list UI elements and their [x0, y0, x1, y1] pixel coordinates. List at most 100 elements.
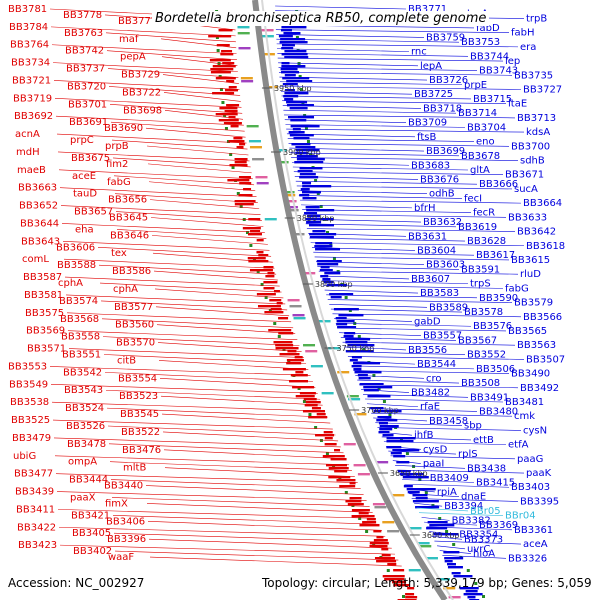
reverse-gene-label[interactable]: BB3543 [64, 385, 103, 396]
forward-gene-label[interactable]: prpE [464, 80, 487, 91]
reverse-gene-label[interactable]: fim2 [106, 159, 128, 170]
reverse-gene-label[interactable]: BB3643 [21, 236, 60, 247]
reverse-gene-label[interactable]: ubiG [13, 451, 36, 462]
forward-gene-label[interactable]: BB3395 [520, 496, 559, 507]
forward-gene-label[interactable]: BB3409 [430, 473, 469, 484]
forward-gene-label[interactable]: fecI [464, 193, 482, 204]
reverse-gene-label[interactable]: BB3606 [56, 242, 95, 253]
forward-gene-label[interactable]: era [520, 42, 536, 53]
forward-gene-label[interactable]: BBr05 [470, 506, 501, 517]
reverse-gene-label[interactable]: prpB [105, 141, 129, 152]
reverse-gene-label[interactable]: BB3763 [64, 28, 103, 39]
forward-gene-label[interactable]: BB3676 [420, 174, 459, 185]
forward-gene-label[interactable]: BB3481 [505, 397, 544, 408]
reverse-gene-label[interactable]: BB3657 [74, 207, 113, 218]
forward-gene-label[interactable]: BB3744 [470, 51, 509, 62]
forward-gene-label[interactable]: BB3771 [408, 4, 447, 15]
forward-gene-label[interactable]: sdhB [520, 156, 545, 167]
forward-gene-label[interactable]: BB3618 [526, 241, 565, 252]
forward-gene-label[interactable]: fabG [505, 283, 529, 294]
reverse-gene-label[interactable]: BB3551 [62, 350, 101, 361]
reverse-gene-label[interactable]: cphA [58, 278, 83, 289]
forward-gene-label[interactable]: sbp [464, 421, 482, 432]
reverse-gene-label[interactable]: prpC [70, 135, 94, 146]
forward-gene-label[interactable]: BB3556 [408, 345, 447, 356]
reverse-gene-label[interactable]: BB3646 [110, 230, 149, 241]
forward-gene-label[interactable]: ftsB [417, 132, 436, 143]
reverse-gene-label[interactable]: BB3423 [18, 540, 57, 551]
reverse-gene-label[interactable]: BB3538 [10, 397, 49, 408]
reverse-gene-label[interactable]: BB3737 [66, 64, 105, 75]
forward-gene-label[interactable]: BB3726 [429, 75, 468, 86]
reverse-gene-label[interactable]: BB3586 [112, 266, 151, 277]
reverse-gene-label[interactable]: BB3396 [107, 534, 146, 545]
forward-gene-label[interactable]: cysN [523, 425, 547, 436]
reverse-gene-label[interactable]: BB3656 [108, 195, 147, 206]
forward-gene-label[interactable]: aceA [523, 539, 548, 550]
reverse-gene-label[interactable]: eha [75, 224, 94, 235]
reverse-gene-label[interactable]: cphA [113, 284, 138, 295]
reverse-gene-label[interactable]: BB3479 [12, 433, 51, 444]
reverse-gene-label[interactable]: acnA [15, 129, 40, 140]
reverse-gene-label[interactable]: BB3719 [13, 93, 52, 104]
reverse-gene-label[interactable]: mltB [123, 463, 146, 474]
forward-gene-label[interactable]: BB3567 [458, 335, 497, 346]
reverse-gene-label[interactable]: maf [119, 34, 139, 45]
reverse-gene-label[interactable]: BB3549 [9, 379, 48, 390]
forward-gene-label[interactable]: BB3506 [476, 364, 515, 375]
reverse-gene-label[interactable]: BB3525 [11, 415, 50, 426]
reverse-gene-label[interactable]: BB3439 [15, 487, 54, 498]
reverse-gene-label[interactable]: BB3587 [23, 272, 62, 283]
forward-gene-label[interactable]: paaK [526, 468, 552, 479]
reverse-gene-label[interactable]: BB3569 [26, 326, 65, 337]
reverse-gene-label[interactable]: BB3722 [122, 87, 161, 98]
forward-gene-label[interactable]: BB3633 [508, 212, 547, 223]
forward-gene-label[interactable]: BB3583 [420, 288, 459, 299]
reverse-gene-label[interactable]: BB3742 [65, 46, 104, 57]
reverse-gene-label[interactable]: BB3734 [11, 58, 50, 69]
forward-gene-label[interactable]: BB3415 [476, 478, 515, 489]
forward-gene-label[interactable]: ettB [473, 435, 494, 446]
reverse-gene-label[interactable]: paaX [70, 492, 96, 503]
reverse-gene-label[interactable]: BB3764 [10, 40, 49, 51]
forward-gene-label[interactable]: BB3603 [426, 260, 465, 271]
reverse-gene-label[interactable]: BB3421 [71, 510, 110, 521]
reverse-gene-label[interactable]: BB3577 [114, 302, 153, 313]
reverse-gene-label[interactable]: BB3581 [24, 290, 63, 301]
forward-gene-label[interactable]: BB3369 [479, 520, 518, 531]
reverse-gene-label[interactable]: BB3545 [120, 409, 159, 420]
forward-gene-label[interactable]: BB3715 [473, 94, 512, 105]
reverse-gene-label[interactable]: BB3588 [57, 260, 96, 271]
reverse-gene-label[interactable]: BB3553 [8, 361, 47, 372]
reverse-gene-label[interactable]: BB3575 [25, 308, 64, 319]
forward-gene-label[interactable]: trpS [470, 279, 491, 290]
reverse-gene-label[interactable]: BB3781 [8, 4, 47, 15]
forward-gene-label[interactable]: BB3664 [523, 198, 562, 209]
reverse-gene-label[interactable]: BB3522 [121, 427, 160, 438]
reverse-gene-label[interactable]: BB3652 [19, 201, 58, 212]
forward-gene-label[interactable]: odhB [429, 189, 455, 200]
forward-gene-label[interactable]: BB3590 [479, 293, 518, 304]
forward-gene-label[interactable]: BB3557 [423, 331, 462, 342]
forward-gene-label[interactable]: BB3718 [423, 103, 462, 114]
forward-gene-label[interactable]: cro [426, 373, 442, 384]
reverse-gene-label[interactable]: maeB [17, 165, 46, 176]
forward-gene-label[interactable]: BB3607 [411, 274, 450, 285]
reverse-gene-label[interactable]: BB3777 [118, 16, 157, 27]
forward-gene-label[interactable]: dnaE [461, 492, 486, 503]
forward-gene-label[interactable]: rfaE [420, 402, 440, 413]
forward-gene-label[interactable]: BB3714 [458, 108, 497, 119]
reverse-gene-label[interactable]: mdH [16, 147, 40, 158]
reverse-gene-label[interactable]: ompA [68, 457, 97, 468]
reverse-gene-label[interactable]: waaF [108, 552, 134, 563]
forward-gene-label[interactable]: BB3709 [408, 118, 447, 129]
forward-gene-label[interactable]: BB3642 [517, 227, 556, 238]
forward-gene-label[interactable]: BB3713 [517, 113, 556, 124]
forward-gene-label[interactable]: BB3666 [479, 179, 518, 190]
forward-gene-label[interactable]: BB3565 [508, 326, 547, 337]
forward-gene-label[interactable]: cysD [423, 444, 448, 455]
forward-gene-label[interactable]: paaG [517, 454, 543, 465]
forward-gene-label[interactable]: cmk [514, 411, 535, 422]
forward-gene-label[interactable]: BB3507 [526, 354, 565, 365]
reverse-gene-label[interactable]: BB3523 [119, 391, 158, 402]
